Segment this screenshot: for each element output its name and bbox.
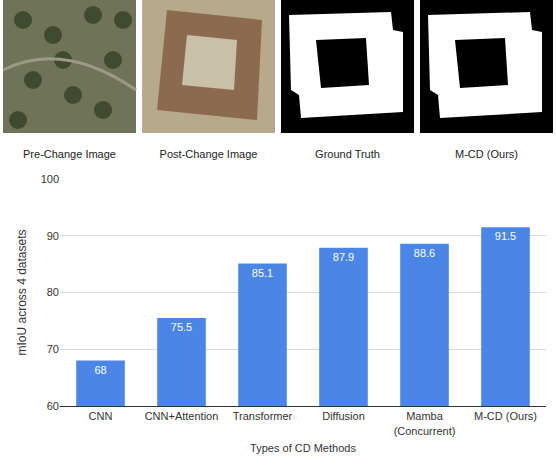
svg-text:80: 80 bbox=[47, 286, 59, 298]
svg-text:Pre-Change Image: Pre-Change Image bbox=[23, 148, 116, 160]
svg-text:CNN+Attention: CNN+Attention bbox=[145, 410, 219, 422]
svg-text:CNN: CNN bbox=[89, 410, 113, 422]
svg-text:mIoU across 4 datasets: mIoU across 4 datasets bbox=[15, 229, 29, 355]
svg-text:100: 100 bbox=[41, 173, 59, 185]
svg-text:Post-Change Image: Post-Change Image bbox=[160, 148, 258, 160]
svg-text:68: 68 bbox=[94, 364, 106, 376]
svg-text:91.5: 91.5 bbox=[495, 230, 516, 242]
svg-text:75.5: 75.5 bbox=[171, 321, 192, 333]
svg-text:Diffusion: Diffusion bbox=[322, 410, 365, 422]
svg-text:88.6: 88.6 bbox=[414, 247, 435, 259]
svg-text:87.9: 87.9 bbox=[333, 251, 354, 263]
svg-text:90: 90 bbox=[47, 230, 59, 242]
svg-text:Transformer: Transformer bbox=[233, 410, 293, 422]
svg-text:Mamba(Concurrent): Mamba(Concurrent) bbox=[394, 410, 456, 436]
svg-text:85.1: 85.1 bbox=[252, 267, 273, 279]
svg-text:Types of CD Methods: Types of CD Methods bbox=[250, 442, 356, 454]
svg-text:Ground Truth: Ground Truth bbox=[315, 148, 380, 160]
svg-text:M-CD (Ours): M-CD (Ours) bbox=[455, 148, 518, 160]
svg-text:60: 60 bbox=[47, 400, 59, 412]
svg-text:M-CD (Ours): M-CD (Ours) bbox=[474, 410, 537, 422]
svg-text:70: 70 bbox=[47, 343, 59, 355]
